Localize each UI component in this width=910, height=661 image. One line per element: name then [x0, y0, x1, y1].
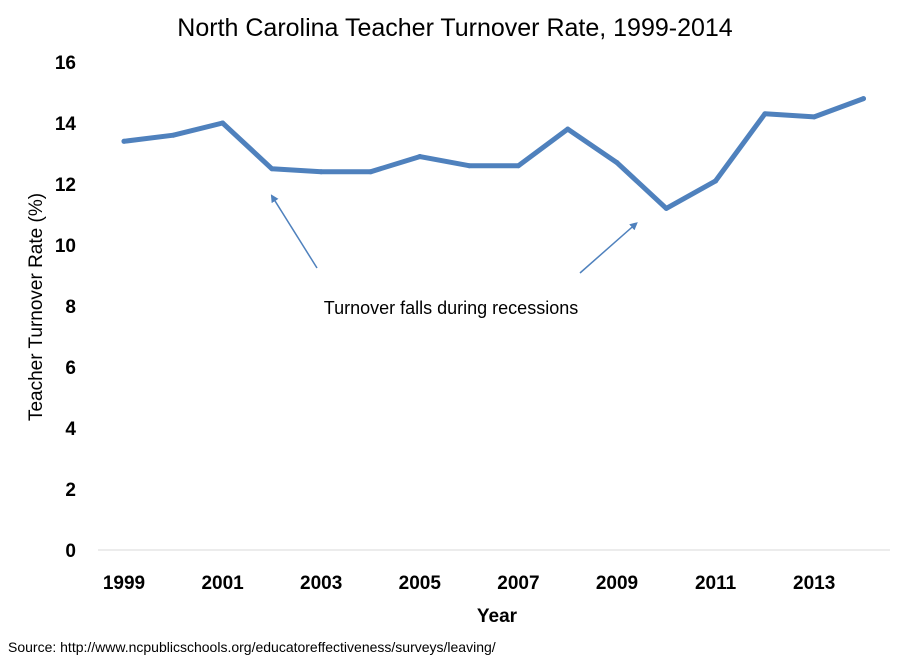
data-point	[417, 154, 423, 160]
y-tick-label: 4	[65, 419, 76, 440]
y-tick-label: 16	[55, 53, 76, 74]
data-point	[368, 169, 373, 175]
x-tick-label: 2013	[793, 573, 835, 594]
x-tick-label: 2011	[695, 573, 737, 594]
y-tick-label: 14	[55, 114, 77, 135]
data-point	[318, 169, 324, 175]
data-point	[565, 126, 571, 132]
data-point	[269, 166, 275, 172]
y-tick-label: 6	[65, 358, 76, 379]
data-point	[614, 160, 620, 166]
x-axis-ticks: 1999 2001 2003 2005 2007 2009 2011 2013	[103, 573, 835, 594]
y-axis-ticks: 0 2 4 6 8 10 12 14 16	[55, 53, 77, 562]
y-axis-label: Teacher Turnover Rate (%)	[26, 193, 47, 421]
data-point	[121, 138, 127, 144]
annotation-text: Turnover falls during recessions	[324, 298, 578, 318]
annotation-arrow	[270, 194, 318, 269]
y-tick-label: 8	[65, 297, 76, 318]
x-axis-label: Year	[477, 606, 518, 627]
data-point	[466, 163, 472, 169]
x-tick-label: 2007	[497, 573, 539, 594]
x-tick-label: 2003	[300, 573, 342, 594]
y-tick-label: 10	[55, 236, 76, 257]
data-point	[713, 178, 719, 184]
x-tick-label: 2009	[596, 573, 638, 594]
series-layer	[121, 96, 866, 211]
y-tick-label: 2	[65, 480, 76, 501]
x-tick-label: 1999	[103, 573, 145, 594]
data-point	[515, 163, 521, 169]
data-point	[170, 132, 176, 138]
series-line	[121, 96, 866, 211]
data-point	[663, 205, 669, 211]
annotation-layer	[270, 194, 638, 274]
annotation-arrow	[579, 222, 638, 274]
x-tick-label: 2001	[201, 573, 244, 594]
y-tick-label: 12	[55, 175, 76, 196]
x-tick-label: 2005	[399, 573, 442, 594]
data-point	[220, 120, 226, 126]
data-point	[861, 96, 866, 102]
source-note: Source: http://www.ncpublicschools.org/e…	[8, 639, 496, 655]
data-point	[811, 114, 817, 120]
data-point	[762, 111, 768, 117]
chart-title: North Carolina Teacher Turnover Rate, 19…	[177, 14, 733, 42]
y-tick-label: 0	[65, 541, 76, 562]
